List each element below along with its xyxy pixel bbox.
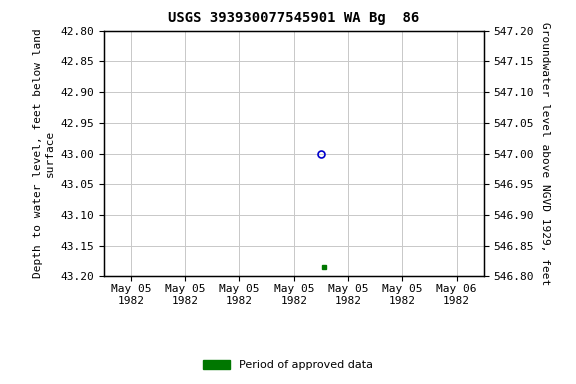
Y-axis label: Depth to water level, feet below land
surface: Depth to water level, feet below land su…: [33, 29, 55, 278]
Title: USGS 393930077545901 WA Bg  86: USGS 393930077545901 WA Bg 86: [168, 12, 419, 25]
Y-axis label: Groundwater level above NGVD 1929, feet: Groundwater level above NGVD 1929, feet: [540, 22, 550, 285]
Legend: Period of approved data: Period of approved data: [198, 356, 378, 375]
